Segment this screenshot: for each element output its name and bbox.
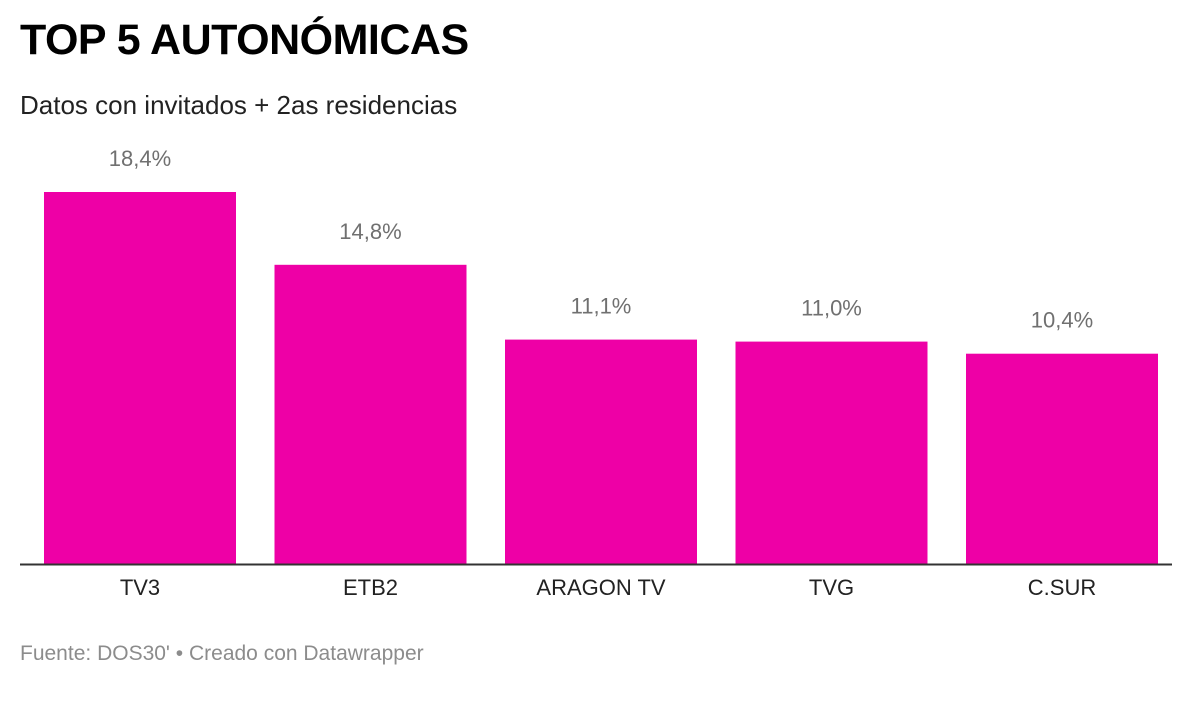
footer-separator: • <box>175 642 184 665</box>
bar-tv3 <box>44 192 236 564</box>
category-label: ETB2 <box>343 575 398 600</box>
value-label: 18,4% <box>109 146 171 171</box>
chart-subtitle: Datos con invitados + 2as residencias <box>20 90 458 120</box>
bar-chart: 18,4% TV3 14,8% ETB2 11,1% ARAGON TV 11,0% TVG 1… <box>20 146 1172 600</box>
category-label: TV3 <box>120 575 160 600</box>
chart-footer: Fuente: DOS30' • Creado con Datawrapper <box>20 642 424 666</box>
category-label: ARAGON TV <box>536 575 666 600</box>
bar-etb2 <box>274 264 467 564</box>
value-label: 14,8% <box>339 219 401 244</box>
value-label: 11,1% <box>571 294 632 319</box>
bar-aragon-tv <box>505 339 697 564</box>
category-label: C.SUR <box>1028 575 1096 600</box>
value-label: 11,0% <box>801 296 862 321</box>
bar-tvg <box>735 341 928 564</box>
source-name: DOS30' <box>97 642 170 665</box>
chart-title: TOP 5 AUTONÓMICAS <box>20 16 469 64</box>
credit-link[interactable]: Creado con Datawrapper <box>188 642 424 665</box>
source-label: Fuente: <box>20 642 92 665</box>
category-label: TVG <box>809 575 854 600</box>
value-label: 10,4% <box>1031 308 1093 333</box>
bar-c-sur <box>966 353 1158 564</box>
